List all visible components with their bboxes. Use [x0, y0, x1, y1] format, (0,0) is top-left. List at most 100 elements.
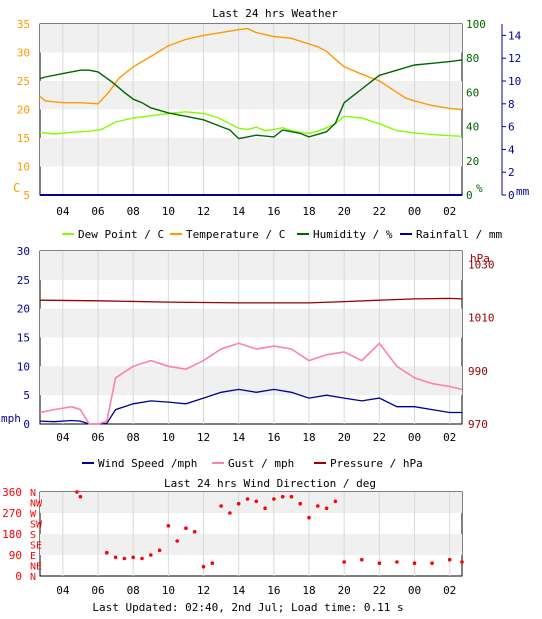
compass-label: NW [30, 499, 43, 510]
y-tick-label: 20 [466, 155, 479, 168]
grid-band [40, 81, 462, 110]
legend-label: Temperature / C [186, 228, 285, 241]
chart-title: Last 24 hrs Weather [212, 7, 338, 20]
direction-point [460, 560, 464, 564]
legend-label: Humidity / % [313, 228, 393, 241]
x-tick-label: 06 [91, 431, 104, 444]
direction-point [149, 553, 153, 557]
plot-area: 04 06 08 10 12 14 16 18 20 22 00 02 0 5 10 15 20 25 30 mph 9… [1, 245, 495, 444]
y-tick-label: 30 [17, 47, 30, 60]
x-tick-label: 12 [197, 431, 210, 444]
compass-label: SE [30, 541, 42, 552]
direction-point [280, 494, 285, 499]
y-tick-label: 4 [508, 143, 515, 156]
y-tick-label: 90 [9, 549, 22, 562]
y-tick-label: 0 [15, 570, 22, 583]
compass-label: SW [30, 520, 43, 531]
direction-point [316, 504, 320, 508]
direction-point [228, 511, 232, 515]
x-tick-label: 20 [338, 205, 351, 218]
direction-point [447, 557, 452, 562]
chart-wind-pressure: 04 06 08 10 12 14 16 18 20 22 00 02 0 5 10 15 20 25 30 mph 9… [1, 245, 495, 470]
x-tick-label: 10 [162, 205, 175, 218]
y-tick-label: 180 [2, 528, 22, 541]
grid-band [40, 534, 462, 555]
legend-label: Gust / mph [228, 457, 294, 470]
y-tick-label: 25 [17, 274, 30, 287]
direction-point [157, 548, 162, 553]
direction-point [272, 497, 276, 501]
y-tick-label: 0 [508, 189, 515, 202]
legend-label: Rainfall / mm [416, 228, 502, 241]
grid-band [40, 24, 462, 53]
y-unit-label: mph [1, 412, 21, 425]
direction-point [254, 499, 259, 504]
direction-point [192, 529, 197, 534]
direction-point [360, 557, 364, 562]
plot-area: 04 06 08 10 12 14 16 18 20 22 00 025101520253035C02… [13, 18, 530, 218]
chart-wind-direction: Last 24 hrs Wind Direction / deg 04 06 08 1… [2, 477, 464, 597]
series-line [39, 59, 463, 140]
direction-point [430, 561, 434, 565]
x-tick-label: 02 [443, 205, 456, 218]
x-tick-label: 08 [127, 431, 140, 444]
x-tick-label: 02 [443, 584, 456, 597]
compass-label: W [30, 509, 37, 520]
direction-point [166, 524, 171, 528]
y-tick-label: 970 [468, 418, 488, 431]
y-unit-label: C [13, 181, 20, 195]
direction-point [412, 561, 417, 565]
direction-point [289, 494, 294, 499]
legend: Dew Point / C Temperature / C Humidity / %… [62, 228, 502, 241]
y-tick-label: 360 [2, 486, 22, 499]
x-tick-label: 16 [267, 584, 280, 597]
y-tick-label: 20 [17, 303, 30, 316]
compass-label: S [30, 530, 36, 541]
y-tick-label: 5 [23, 389, 30, 402]
plot-area: 04 06 08 10 12 14 16 18 20 22 00 02090180270360NNEE… [2, 486, 464, 597]
x-tick-label: 08 [127, 205, 140, 218]
y-tick-label: 10 [17, 161, 30, 174]
y-unit-label: % [476, 182, 483, 195]
x-tick-label: 04 [56, 205, 70, 218]
y-tick-label: 8 [508, 98, 515, 111]
y-tick-label: 14 [508, 29, 522, 42]
y-tick-label: 15 [17, 132, 30, 145]
y-tick-label: 60 [466, 86, 479, 99]
chart-title: Last 24 hrs Wind Direction / deg [164, 477, 376, 490]
y-tick-label: 40 [466, 121, 479, 134]
direction-point [122, 556, 127, 561]
x-tick-label: 10 [162, 431, 175, 444]
series-line [39, 111, 463, 137]
y-tick-label: 35 [17, 18, 30, 31]
x-tick-label: 10 [162, 584, 175, 597]
x-tick-label: 20 [338, 584, 351, 597]
y-tick-label: 25 [17, 75, 30, 88]
direction-point [307, 515, 311, 520]
y-tick-label: 5 [23, 189, 30, 202]
x-tick-label: 06 [91, 205, 104, 218]
direction-point [75, 490, 79, 494]
x-tick-label: 22 [373, 584, 386, 597]
series-line [39, 27, 463, 111]
x-tick-label: 00 [408, 205, 421, 218]
y-unit-label: hPa [470, 252, 490, 265]
direction-point [342, 560, 347, 564]
x-tick-label: 12 [197, 584, 210, 597]
direction-point [324, 506, 329, 511]
compass-label: N [30, 572, 36, 583]
x-tick-label: 18 [302, 584, 315, 597]
chart-weather: Last 24 hrs Weather 04 06 08 10 12 14 16 18 20 22… [13, 7, 530, 241]
grid-band [40, 308, 462, 338]
series-line [39, 342, 463, 425]
y-tick-label: 10 [508, 75, 521, 88]
y-tick-label: 12 [508, 52, 521, 65]
direction-point [175, 539, 179, 543]
y-tick-label: 990 [468, 365, 488, 378]
y-tick-label: 20 [17, 104, 30, 117]
direction-point [131, 555, 135, 560]
direction-point [210, 561, 215, 565]
compass-label: NE [30, 562, 42, 573]
x-tick-label: 12 [197, 205, 210, 218]
y-tick-label: 0 [466, 189, 473, 202]
